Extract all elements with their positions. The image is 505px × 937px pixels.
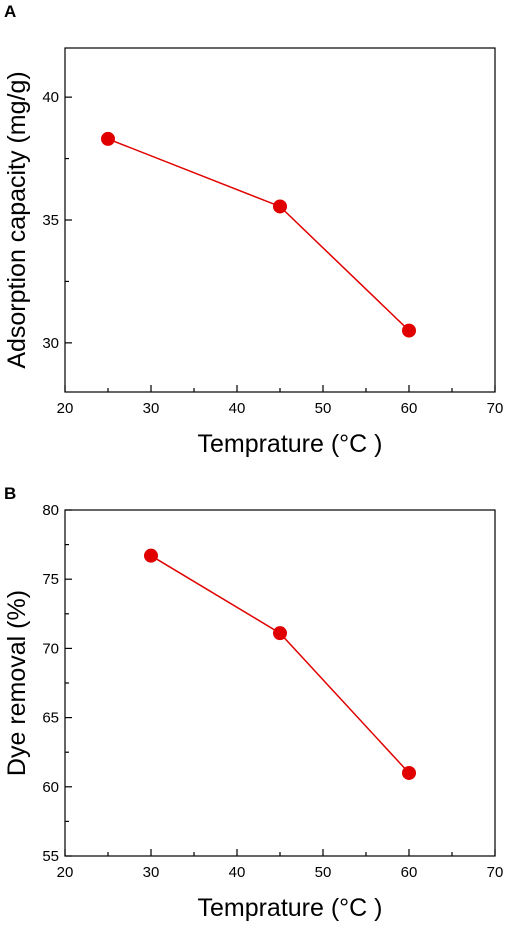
y-tick-label: 80 bbox=[42, 502, 59, 519]
data-point bbox=[144, 548, 158, 563]
x-tick-label: 50 bbox=[315, 400, 332, 417]
panel-label: A bbox=[4, 2, 17, 21]
data-point bbox=[273, 199, 287, 214]
data-point bbox=[402, 765, 416, 780]
series-line bbox=[150, 555, 410, 774]
x-tick-label: 40 bbox=[229, 400, 246, 417]
y-axis-title: Adsorption capacity (mg/g) bbox=[3, 71, 31, 368]
y-tick-label: 35 bbox=[42, 212, 59, 229]
x-tick-label: 60 bbox=[401, 400, 418, 417]
x-tick-label: 20 bbox=[57, 400, 74, 417]
plot-frame bbox=[64, 509, 496, 857]
x-tick-label: 30 bbox=[143, 400, 160, 417]
data-point bbox=[402, 323, 416, 338]
chart-panel-a: A 20 30 40 50 60 70 30 35 40 Temprature (°C ) Adso… bbox=[0, 0, 505, 466]
series-line bbox=[107, 138, 410, 332]
x-tick-label: 70 bbox=[487, 400, 504, 417]
y-tick-label: 70 bbox=[42, 640, 59, 657]
chart-a-svg: 20 30 40 50 60 70 30 35 40 Temprature (°C ) Adsorp… bbox=[3, 47, 504, 458]
y-tick-label: 75 bbox=[42, 571, 59, 588]
x-tick-label: 50 bbox=[315, 864, 332, 881]
x-axis-title: Temprature (°C ) bbox=[197, 430, 382, 458]
data-point bbox=[101, 131, 115, 146]
y-tick-label: 40 bbox=[42, 89, 59, 106]
x-tick-label: 70 bbox=[487, 864, 504, 881]
data-point bbox=[273, 626, 287, 641]
plot-frame bbox=[64, 47, 496, 393]
x-tick-label: 20 bbox=[57, 864, 74, 881]
y-tick-label: 65 bbox=[42, 710, 59, 727]
y-tick-label: 55 bbox=[42, 848, 59, 865]
y-axis-title: Dye removal (%) bbox=[3, 590, 31, 776]
y-tick-label: 30 bbox=[42, 335, 59, 352]
x-tick-label: 60 bbox=[401, 864, 418, 881]
x-tick-label: 30 bbox=[143, 864, 160, 881]
chart-b-svg: 20 30 40 50 60 70 55 60 65 70 75 80 Temprature (°C )… bbox=[3, 502, 504, 922]
x-tick-label: 40 bbox=[229, 864, 246, 881]
chart-panel-b: B 20 30 40 50 60 70 55 60 65 70 75 80 Temprature (°C… bbox=[0, 466, 505, 932]
x-axis-title: Temprature (°C ) bbox=[197, 894, 382, 922]
y-tick-label: 60 bbox=[42, 779, 59, 796]
panel-label: B bbox=[4, 484, 17, 503]
